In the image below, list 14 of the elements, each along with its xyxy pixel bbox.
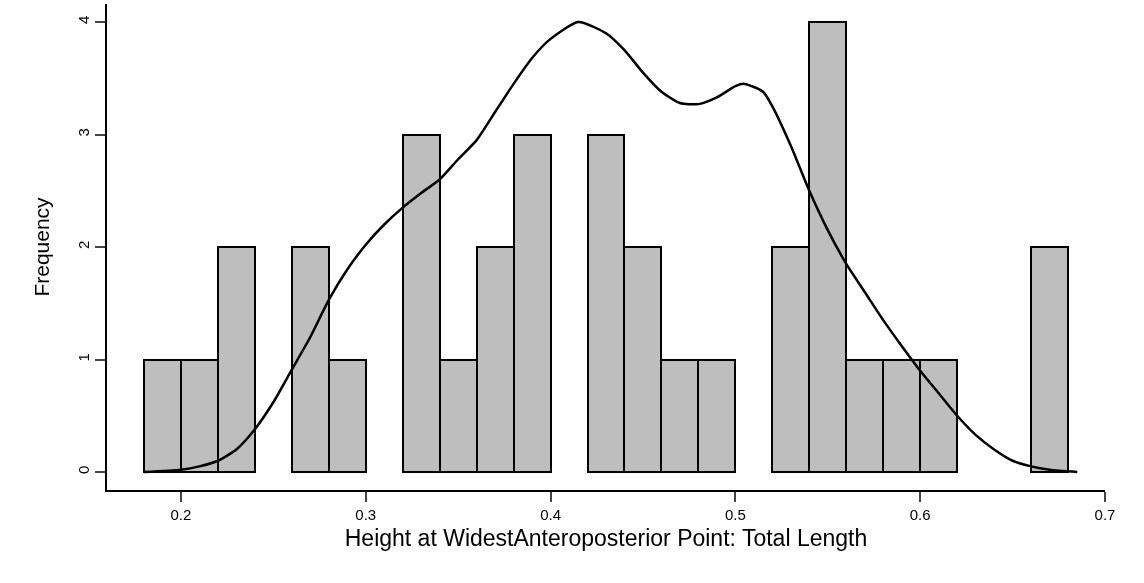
x-tick-label: 0.6 <box>909 506 931 523</box>
y-tick-label: 3 <box>75 128 92 137</box>
y-tick-label: 0 <box>75 465 92 474</box>
x-tick-label: 0.3 <box>355 506 377 523</box>
line-series <box>142 20 1079 474</box>
x-tick-label: 0.5 <box>724 506 746 523</box>
x-tick-label: 0.7 <box>1094 506 1116 523</box>
y-tick-label: 4 <box>75 15 92 24</box>
x-axis-title: Height at WidestAnteroposterior Point: Total Length <box>344 525 868 552</box>
x-tick-label: 0.2 <box>170 506 192 523</box>
x-tick-label: 0.4 <box>540 506 561 523</box>
y-tick-label: 1 <box>75 353 92 362</box>
y-axis-title: Frequency <box>29 196 53 297</box>
y-tick-label: 2 <box>75 240 92 249</box>
